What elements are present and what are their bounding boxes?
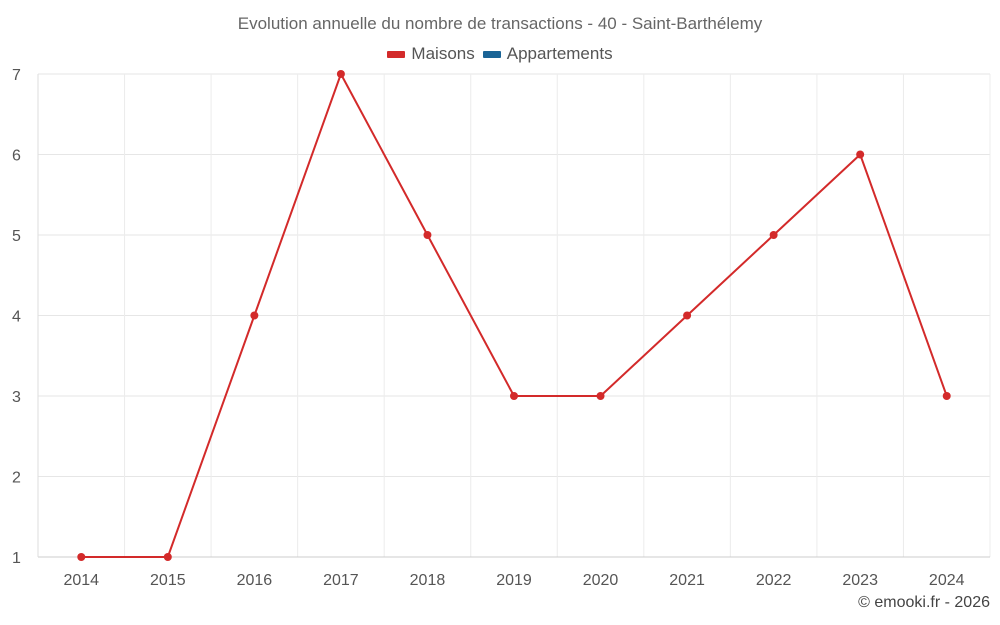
data-point bbox=[856, 150, 865, 159]
data-point bbox=[942, 392, 951, 400]
legend-item-maisons[interactable]: Maisons bbox=[387, 44, 475, 64]
legend-label-maisons: Maisons bbox=[411, 44, 475, 63]
data-point bbox=[77, 553, 86, 561]
data-point bbox=[423, 231, 432, 239]
y-tick-label: 2 bbox=[12, 470, 21, 487]
x-tick-label: 2024 bbox=[929, 572, 965, 589]
legend-swatch-appartements bbox=[482, 50, 501, 58]
y-tick-label: 6 bbox=[12, 148, 21, 165]
legend: Maisons Appartements bbox=[0, 44, 1000, 64]
x-tick-label: 2017 bbox=[323, 572, 359, 589]
legend-item-appartements[interactable]: Appartements bbox=[482, 44, 613, 64]
x-tick-label: 2018 bbox=[410, 572, 446, 589]
x-tick-label: 2020 bbox=[583, 572, 619, 589]
y-tick-label: 5 bbox=[12, 228, 21, 245]
data-point bbox=[250, 311, 259, 320]
x-tick-label: 2022 bbox=[756, 572, 792, 589]
x-tick-label: 2014 bbox=[63, 572, 99, 589]
chart-title: Evolution annuelle du nombre de transact… bbox=[237, 14, 763, 33]
x-tick-label: 2019 bbox=[496, 572, 532, 589]
data-point bbox=[596, 392, 605, 400]
legend-swatch-maisons bbox=[387, 50, 406, 58]
y-tick-label: 3 bbox=[12, 389, 21, 406]
data-point bbox=[336, 70, 345, 78]
x-tick-label: 2016 bbox=[237, 572, 273, 589]
legend-label-appartements: Appartements bbox=[506, 44, 613, 63]
y-tick-label: 4 bbox=[12, 309, 21, 326]
x-tick-label: 2015 bbox=[150, 572, 186, 589]
data-point bbox=[163, 553, 172, 561]
x-tick-label: 2023 bbox=[842, 572, 878, 589]
data-point bbox=[683, 311, 692, 320]
x-tick-label: 2021 bbox=[669, 572, 705, 589]
y-tick-label: 7 bbox=[12, 67, 21, 84]
data-point bbox=[510, 392, 518, 400]
credit-text: © emooki.fr - 2026 bbox=[858, 594, 990, 611]
data-point bbox=[769, 231, 778, 239]
y-tick-label: 1 bbox=[12, 550, 21, 567]
